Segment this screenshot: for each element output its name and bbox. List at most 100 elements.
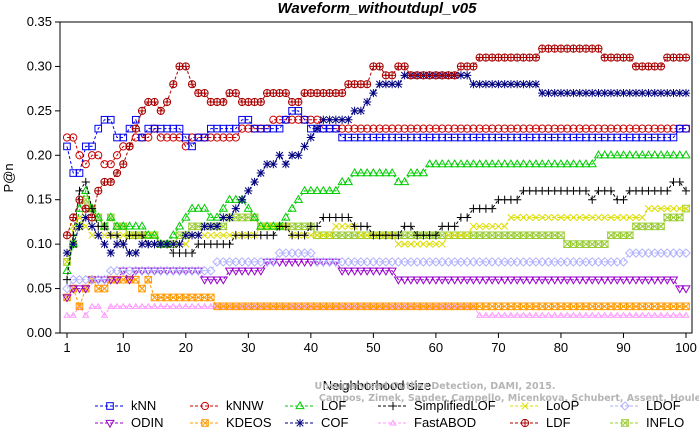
data-point-odin	[556, 276, 566, 285]
data-point-knnw	[531, 124, 541, 133]
data-point-odin	[368, 267, 379, 276]
data-point-simplifiedlof	[394, 231, 403, 240]
data-point-cof	[331, 115, 340, 124]
data-point-cof	[300, 142, 309, 151]
data-point-kdeos	[594, 302, 603, 311]
data-point-lof	[537, 159, 547, 168]
data-point-ldof	[193, 265, 204, 276]
data-point-knnw	[663, 124, 672, 133]
data-point-fastabod	[513, 311, 521, 318]
data-point-loop	[344, 222, 353, 231]
data-point-kdeos	[544, 302, 553, 311]
data-point-lof	[356, 167, 366, 177]
data-point-simplifiedlof	[300, 231, 309, 240]
data-point-loop	[651, 204, 659, 213]
data-point-ldof	[74, 274, 85, 285]
data-point-knn	[188, 142, 196, 151]
data-point-odin	[456, 276, 466, 285]
data-point-kdeos	[682, 302, 690, 311]
series-line-knn	[66, 110, 686, 174]
data-point-ldof	[606, 257, 616, 267]
data-point-loop	[488, 222, 496, 231]
data-point-lof	[631, 150, 641, 159]
data-point-knn	[282, 115, 290, 124]
data-point-knnw	[581, 124, 591, 133]
data-point-odin	[381, 267, 391, 276]
data-point-knnw	[287, 115, 297, 124]
data-point-knnw	[594, 124, 603, 133]
data-point-ldof	[624, 248, 635, 258]
data-point-lof	[443, 159, 454, 168]
data-point-lof	[612, 150, 622, 159]
data-point-inflo	[537, 231, 547, 240]
data-point-lof	[587, 159, 597, 168]
data-point-ldf	[469, 62, 478, 71]
data-point-knnw	[569, 124, 578, 133]
data-point-loop	[569, 213, 578, 222]
data-point-lof	[312, 185, 322, 194]
data-point-ldof	[443, 257, 454, 267]
x-axis: 1 10 20 30 40 50 60 70 80 90 100	[63, 333, 697, 355]
data-point-odin	[474, 276, 485, 285]
data-point-fastabod	[75, 302, 84, 309]
data-point-cof	[194, 231, 203, 240]
legend-item-loop: LoOP	[510, 398, 579, 413]
data-point-lof	[306, 185, 316, 194]
data-point-lof	[506, 159, 516, 168]
data-point-odin	[106, 276, 116, 285]
data-point-loop	[338, 222, 346, 231]
data-point-inflo	[512, 231, 522, 240]
data-point-knnw	[69, 133, 78, 142]
data-point-ldf	[112, 168, 122, 178]
data-point-fastabod	[613, 311, 621, 318]
data-point-cof	[381, 80, 390, 89]
data-point-knnw	[425, 124, 434, 133]
data-point-lof	[493, 159, 504, 168]
data-point-loop	[682, 204, 690, 213]
y-tick-label: 0.35	[27, 14, 52, 29]
data-point-lof	[287, 203, 297, 212]
data-point-odin	[249, 267, 260, 276]
data-point-lof	[137, 221, 147, 230]
data-point-ldf	[137, 106, 147, 115]
data-point-ldof	[105, 265, 116, 276]
data-point-knnw	[369, 124, 378, 133]
data-point-cof	[469, 80, 478, 89]
data-point-knnw	[538, 124, 547, 133]
data-point-odin	[531, 276, 541, 285]
data-point-odin	[306, 258, 316, 268]
data-point-odin	[262, 258, 272, 268]
x-tick-label: 40	[304, 340, 318, 355]
data-point-ldof	[112, 265, 122, 276]
chart-title: Waveform_withoutdupl_v05	[278, 0, 478, 17]
data-point-ldof	[581, 257, 591, 267]
data-point-odin	[656, 276, 666, 285]
data-point-inflo	[656, 222, 666, 231]
data-point-odin	[468, 276, 479, 285]
legend-label: FastABOD	[414, 415, 476, 430]
series-line-cof	[66, 74, 686, 254]
data-point-fastabod	[544, 311, 553, 318]
data-point-knnw	[306, 115, 315, 124]
data-point-fastabod	[163, 302, 171, 309]
data-point-odin	[443, 276, 454, 285]
data-point-cof	[569, 88, 578, 98]
data-point-odin	[293, 258, 304, 268]
data-point-odin	[487, 276, 497, 285]
data-point-fastabod	[632, 311, 640, 318]
data-point-loop	[400, 240, 409, 248]
data-point-loop	[476, 222, 484, 231]
data-point-knnw	[100, 160, 109, 169]
data-point-ldof	[556, 257, 566, 267]
data-point-fastabod	[107, 302, 115, 309]
data-point-ldof	[518, 257, 529, 267]
data-point-ldf	[169, 80, 178, 89]
data-point-cof	[162, 240, 172, 249]
data-point-odin	[387, 267, 397, 276]
data-point-knnw	[112, 151, 122, 160]
data-point-lof	[249, 212, 260, 221]
data-point-odin	[312, 258, 322, 268]
y-tick-label: 0.10	[27, 236, 52, 251]
data-point-kdeos	[644, 302, 653, 311]
data-point-lof	[106, 212, 116, 221]
